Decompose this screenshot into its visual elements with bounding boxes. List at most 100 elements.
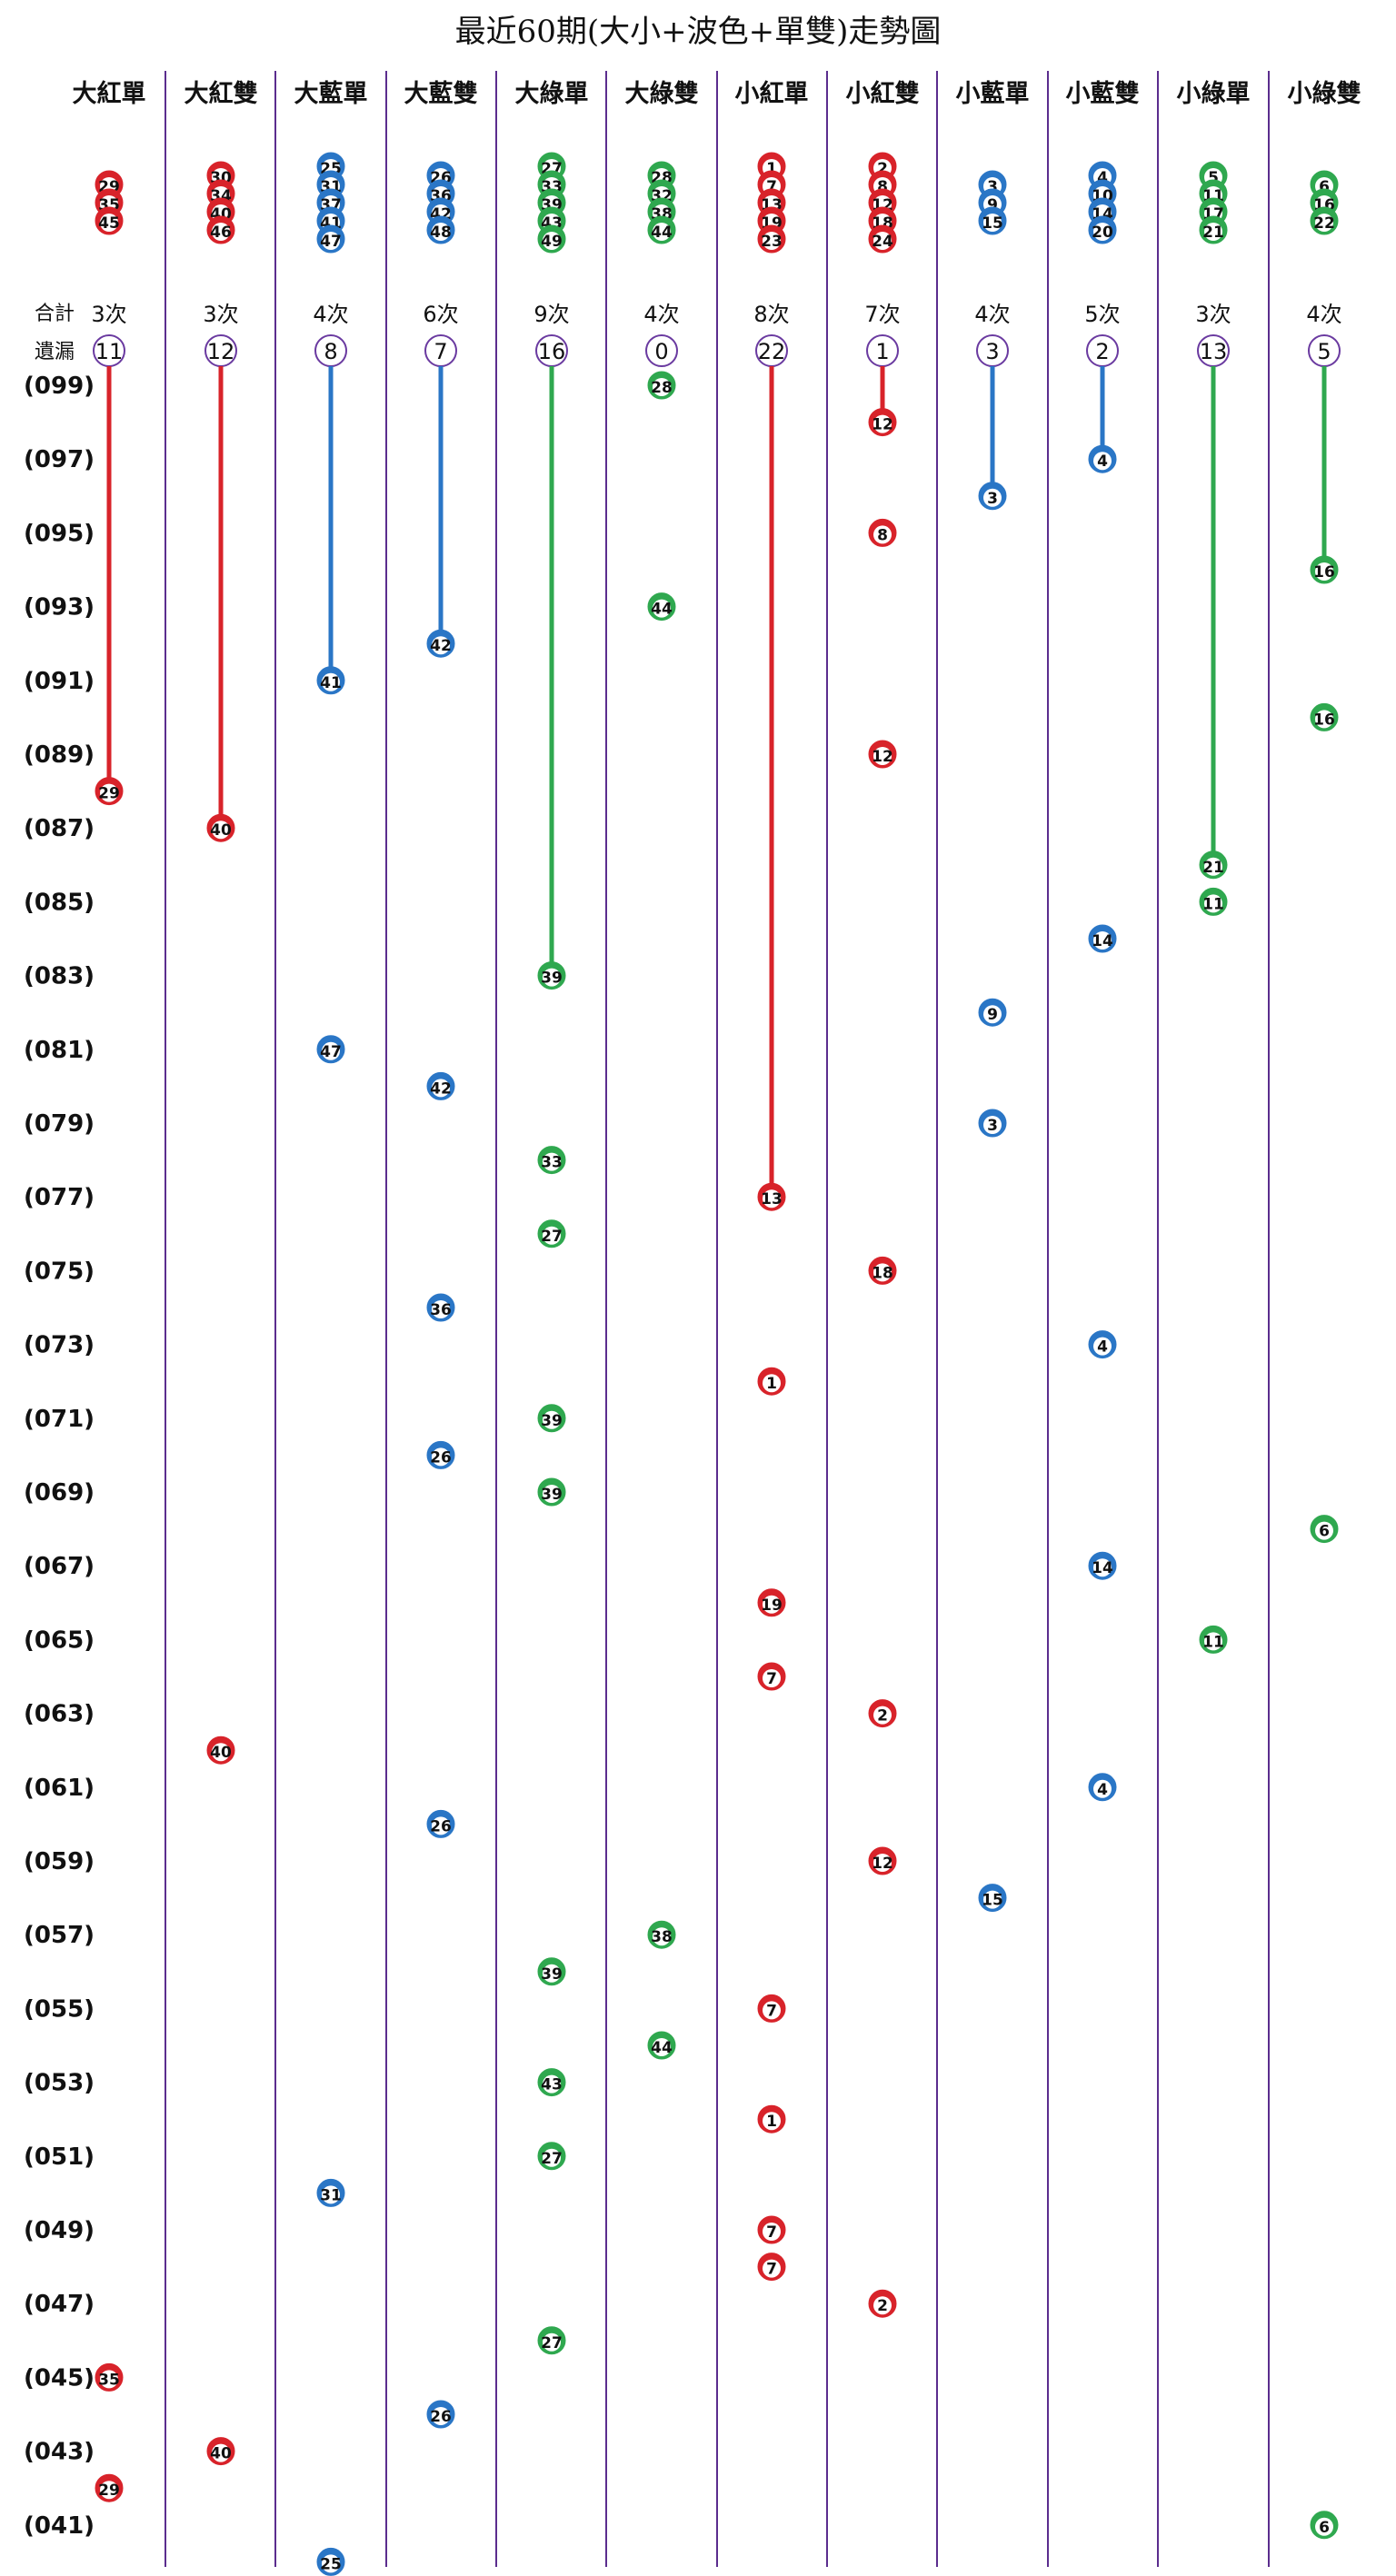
ball-number: 12 bbox=[872, 748, 893, 766]
ball-face bbox=[763, 232, 781, 250]
missing-value: 13 bbox=[1197, 334, 1230, 367]
column-headers: 大紅單 大紅雙 大藍單 大藍雙 大綠單 大綠雙 小紅單 小紅雙 小藍單 小藍雙 小綠單 小綠雙 bbox=[73, 80, 1361, 108]
ball-number: 45 bbox=[98, 214, 120, 233]
column-number-groups: 2935453034404625313741472636424827333943… bbox=[95, 152, 1339, 254]
ball-number: 27 bbox=[541, 1228, 563, 1246]
draw-ball: 6 bbox=[1310, 2511, 1339, 2540]
ball-face bbox=[763, 2001, 781, 2020]
ball-face bbox=[543, 1152, 561, 1171]
missing-number: 11 bbox=[95, 339, 124, 364]
draw-ball: 29 bbox=[95, 777, 124, 806]
ball-number: 21 bbox=[1202, 859, 1224, 877]
ball-face bbox=[653, 2038, 671, 2056]
draw-ball: 27 bbox=[537, 2326, 566, 2355]
draw-ball: 39 bbox=[537, 961, 566, 990]
period-label: (095) bbox=[24, 520, 95, 547]
ball-number: 49 bbox=[541, 233, 563, 251]
column-header: 小綠單 bbox=[1177, 80, 1251, 108]
period-label: (041) bbox=[24, 2512, 95, 2540]
ball-face bbox=[543, 968, 561, 987]
ball-face bbox=[1093, 452, 1112, 471]
ball-number: 28 bbox=[651, 379, 673, 397]
ball-number: 39 bbox=[541, 1412, 563, 1430]
period-label: (083) bbox=[24, 963, 95, 990]
missing-number: 0 bbox=[654, 339, 668, 364]
ball-face bbox=[432, 1447, 450, 1467]
draw-ball: 43 bbox=[537, 2068, 566, 2097]
period-label: (089) bbox=[24, 741, 95, 769]
ball-number: 6 bbox=[1319, 178, 1330, 196]
ball-face bbox=[432, 1079, 450, 1098]
ball-face bbox=[543, 1964, 561, 1983]
draw-ball: 44 bbox=[647, 592, 676, 622]
ball-face bbox=[432, 1300, 450, 1318]
ball-number: 44 bbox=[651, 224, 673, 242]
ball-face bbox=[543, 1485, 561, 1503]
draw-ball: 27 bbox=[537, 1219, 566, 1248]
missing-number: 22 bbox=[758, 339, 786, 364]
ball-face bbox=[653, 1927, 671, 1946]
ball-face bbox=[543, 232, 561, 250]
draw-ball: 26 bbox=[426, 2400, 455, 2429]
total-label: 合計 bbox=[35, 303, 75, 325]
count-value: 6次 bbox=[423, 302, 458, 327]
period-label: (051) bbox=[24, 2143, 95, 2171]
ball-face bbox=[983, 1890, 1002, 1909]
draw-ball: 16 bbox=[1310, 702, 1339, 731]
period-label: (047) bbox=[24, 2291, 95, 2318]
missing-value: 12 bbox=[204, 334, 237, 367]
ball-number: 36 bbox=[430, 1301, 452, 1319]
ball-number: 40 bbox=[210, 2445, 232, 2463]
ball-face bbox=[322, 232, 340, 250]
draw-ball: 2 bbox=[868, 1699, 897, 1728]
draw-ball: 11 bbox=[1199, 887, 1228, 916]
draw-ball: 31 bbox=[316, 2178, 345, 2207]
column-number-ball: 22 bbox=[1310, 206, 1339, 235]
count-value: 3次 bbox=[1195, 302, 1231, 327]
ball-number: 47 bbox=[320, 1043, 342, 1061]
ball-face bbox=[653, 599, 671, 618]
ball-number: 4 bbox=[1097, 453, 1108, 471]
missing-value: 11 bbox=[93, 334, 125, 367]
missing-number: 1 bbox=[875, 339, 889, 364]
count-value: 3次 bbox=[203, 302, 238, 327]
draw-ball: 7 bbox=[757, 1662, 786, 1691]
draw-ball: 15 bbox=[978, 1884, 1007, 1913]
missing-value: 2 bbox=[1086, 334, 1119, 367]
draw-ball: 1 bbox=[757, 2104, 786, 2133]
period-label: (067) bbox=[24, 1553, 95, 1580]
ball-number: 2 bbox=[877, 2297, 888, 2315]
ball-face bbox=[1093, 1779, 1112, 1798]
draw-ball: 7 bbox=[757, 2253, 786, 2282]
ball-number: 41 bbox=[320, 674, 342, 692]
ball-face bbox=[100, 2370, 118, 2389]
ball-face bbox=[322, 2185, 340, 2204]
ball-face bbox=[100, 2481, 118, 2500]
ball-face bbox=[763, 1189, 781, 1208]
ball-number: 40 bbox=[210, 821, 232, 840]
ball-number: 11 bbox=[1202, 1633, 1224, 1651]
ball-face bbox=[983, 214, 1002, 232]
ball-face bbox=[873, 232, 892, 250]
draw-ball: 36 bbox=[426, 1293, 455, 1322]
ball-number: 18 bbox=[872, 1264, 893, 1282]
ball-face bbox=[763, 1595, 781, 1614]
ball-number: 26 bbox=[430, 1448, 452, 1467]
period-label: (075) bbox=[24, 1258, 95, 1285]
ball-number: 12 bbox=[872, 1855, 893, 1873]
period-label: (057) bbox=[24, 1922, 95, 1949]
ball-face bbox=[543, 1410, 561, 1429]
count-value: 3次 bbox=[91, 302, 126, 327]
ball-number: 48 bbox=[430, 224, 452, 242]
period-label: (085) bbox=[24, 889, 95, 916]
ball-face bbox=[432, 2407, 450, 2425]
missing-number: 16 bbox=[538, 339, 566, 364]
period-label: (073) bbox=[24, 1332, 95, 1359]
ball-number: 3 bbox=[987, 178, 998, 196]
ball-number: 29 bbox=[98, 785, 120, 803]
ball-number: 6 bbox=[1319, 1523, 1330, 1541]
draw-ball: 41 bbox=[316, 666, 345, 695]
ball-face bbox=[1204, 1632, 1222, 1651]
ball-number: 22 bbox=[1313, 214, 1335, 233]
